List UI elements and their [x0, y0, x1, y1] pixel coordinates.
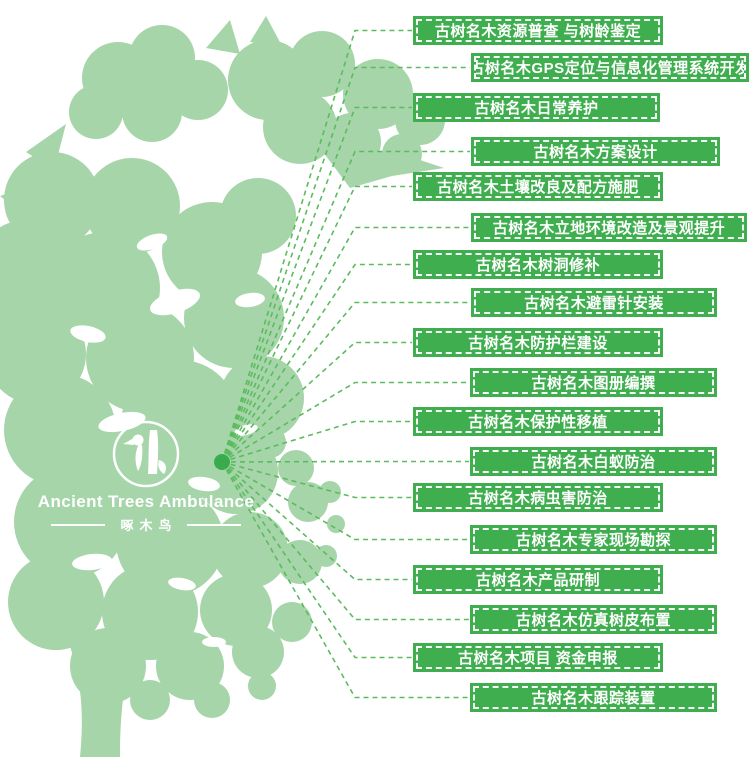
logo-title: Ancient Trees Ambulance	[37, 492, 255, 511]
logo-subtitle: 啄木鸟	[120, 518, 178, 533]
woodpecker-logo-icon	[112, 420, 180, 488]
service-label: 古树名木跟踪装置	[470, 683, 717, 712]
logo: Ancient Trees Ambulance 啄木鸟	[16, 418, 276, 534]
service-label-text: 古树名木保护性移植	[416, 410, 660, 433]
service-label-text: 古树名木资源普查 与树龄鉴定	[416, 19, 660, 42]
service-label: 古树名木项目 资金申报	[413, 643, 663, 672]
service-label-text: 古树名木立地环境改造及景观提升	[474, 216, 744, 239]
service-label-text: 古树名木专家现场勘探	[473, 528, 714, 551]
service-label-text: 古树名木项目 资金申报	[416, 646, 660, 669]
service-label: 古树名木专家现场勘探	[470, 525, 717, 554]
right-rule	[186, 523, 241, 526]
service-label: 古树名木方案设计	[471, 137, 720, 166]
service-label: 古树名木仿真树皮布置	[470, 605, 717, 634]
service-label: 古树名木保护性移植	[413, 407, 663, 436]
service-label-text: 古树名木方案设计	[474, 140, 717, 163]
service-label: 古树名木日常养护	[413, 93, 660, 122]
service-label-text: 古树名木白蚁防治	[473, 450, 714, 473]
service-label: 古树名木白蚁防治	[470, 447, 717, 476]
service-label: 古树名木防护栏建设	[413, 328, 663, 357]
service-label-text: 古树名木产品研制	[416, 568, 660, 591]
service-label: 古树名木产品研制	[413, 565, 663, 594]
service-label-text: 古树名木GPS定位与信息化管理系统开发	[474, 56, 746, 79]
logo-subtitle-row: 啄木鸟	[51, 515, 241, 534]
service-label-text: 古树名木图册编撰	[473, 371, 714, 394]
service-label: 古树名木立地环境改造及景观提升	[471, 213, 747, 242]
service-label: 古树名木病虫害防治	[413, 483, 663, 512]
service-label-text: 古树名木仿真树皮布置	[473, 608, 714, 631]
service-label: 古树名木GPS定位与信息化管理系统开发	[471, 53, 749, 82]
service-label: 古树名木树洞修补	[413, 250, 663, 279]
service-label-text: 古树名木土壤改良及配方施肥	[416, 175, 660, 198]
service-label: 古树名木图册编撰	[470, 368, 717, 397]
left-rule	[51, 523, 106, 526]
service-label: 古树名木避雷针安装	[471, 288, 717, 317]
service-label: 古树名木土壤改良及配方施肥	[413, 172, 663, 201]
service-label-text: 古树名木跟踪装置	[473, 686, 714, 709]
service-label-text: 古树名木避雷针安装	[474, 291, 714, 314]
service-label: 古树名木资源普查 与树龄鉴定	[413, 16, 663, 45]
service-label-text: 古树名木日常养护	[416, 96, 657, 119]
service-label-text: 古树名木病虫害防治	[416, 486, 660, 509]
service-label-text: 古树名木防护栏建设	[416, 331, 660, 354]
service-label-text: 古树名木树洞修补	[416, 253, 660, 276]
